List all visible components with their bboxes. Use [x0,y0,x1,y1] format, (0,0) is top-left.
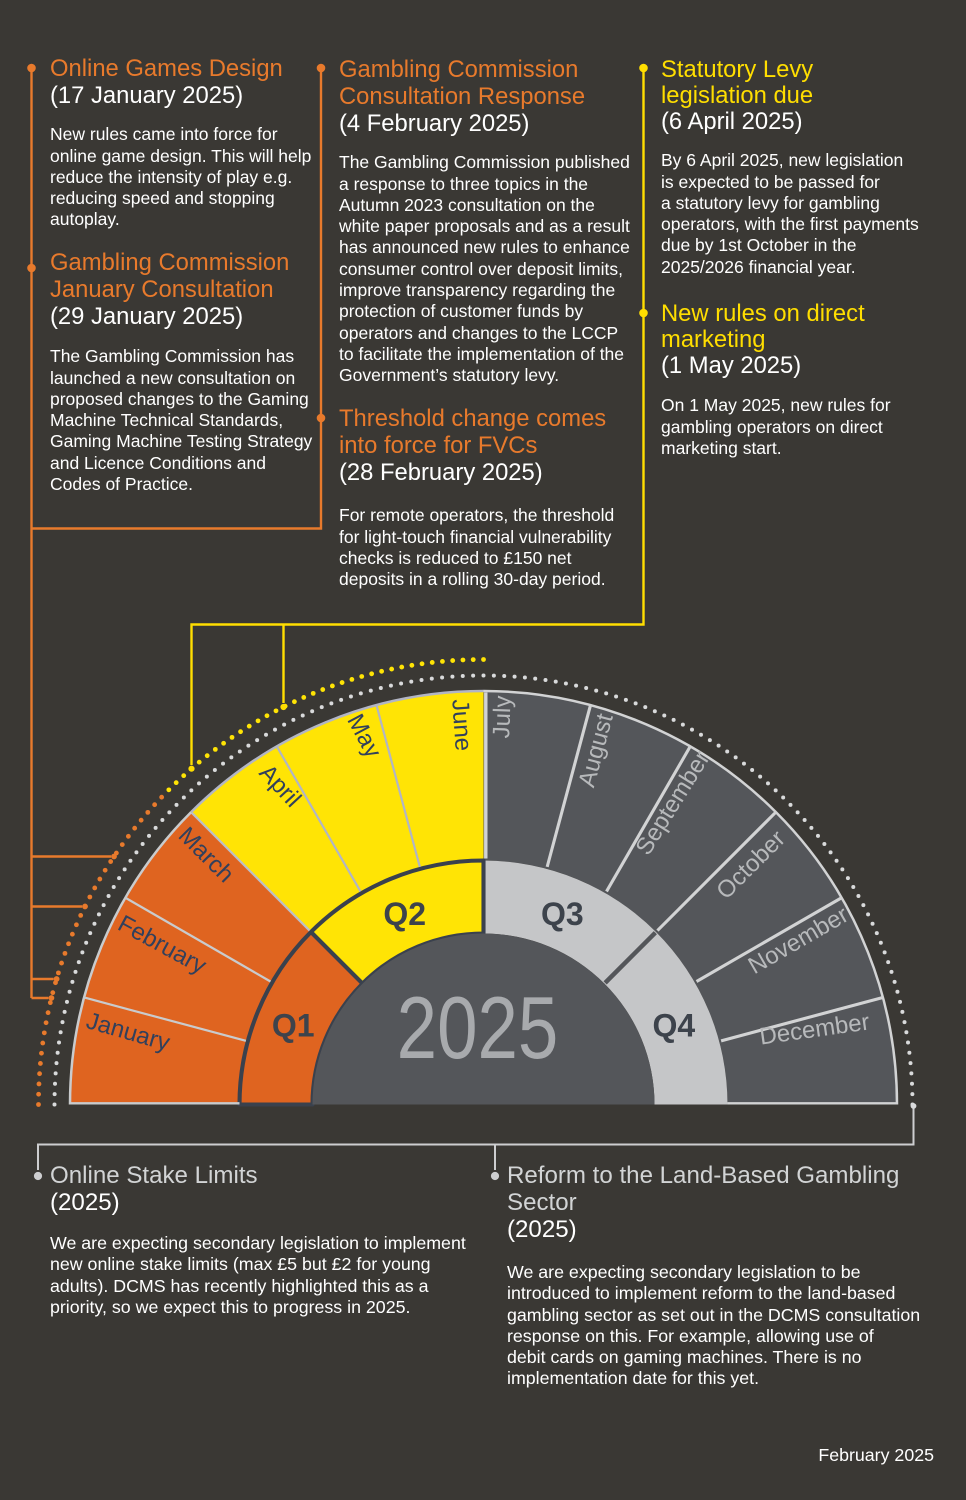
svg-text:2025: 2025 [397,979,559,1077]
svg-text:Q3: Q3 [541,896,584,932]
svg-text:July: July [488,695,516,739]
svg-text:Q4: Q4 [652,1008,695,1044]
svg-text:Q2: Q2 [383,896,426,932]
svg-text:June: June [446,698,477,752]
svg-text:Q1: Q1 [272,1008,315,1044]
